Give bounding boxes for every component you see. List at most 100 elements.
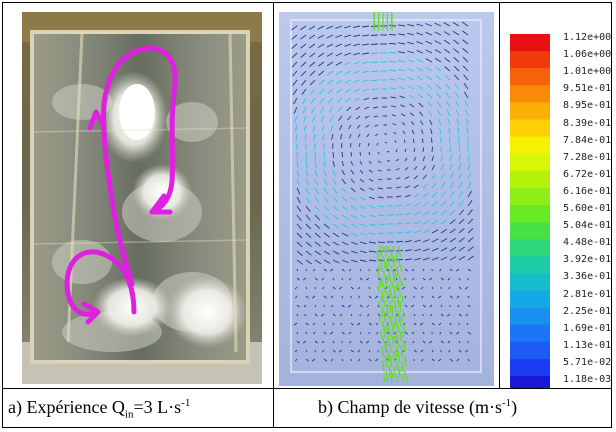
velocity-vector [294,286,298,290]
velocity-vector [466,127,469,135]
velocity-vector [467,181,472,189]
velocity-vector [416,84,424,90]
velocity-vector [401,295,405,303]
velocity-vector [395,277,398,281]
caption-a: a) Expérience Qin=3 L·s-1 [8,397,191,421]
velocity-vector [350,142,352,148]
velocity-vector [467,172,471,180]
velocity-vector [326,34,334,39]
velocity-vector [438,358,442,362]
velocity-vector [379,280,382,288]
velocity-vector [434,57,442,63]
velocity-vector [448,286,451,290]
velocity-vector [400,315,403,323]
velocity-vector [305,358,309,362]
velocity-vector [398,77,406,81]
velocity-vector [389,330,393,338]
velocity-vector [458,172,463,180]
velocity-vector [440,219,447,225]
velocity-vector [349,340,352,344]
velocity-vector [464,286,469,290]
velocity-vector [314,304,317,308]
velocity-vector [422,277,426,281]
velocity-vector [377,265,381,273]
legend-swatch [510,119,550,138]
velocity-vector [296,187,301,195]
velocity-vector [449,145,451,153]
velocity-vector [368,286,371,290]
velocity-vector [341,358,344,362]
velocity-vector [388,260,391,268]
velocity-vector [395,240,404,243]
velocity-vector [452,30,460,36]
velocity-vector [467,227,474,234]
velocity-vector [398,260,401,268]
velocity-vector [389,305,392,313]
velocity-vector [296,169,300,177]
velocity-vector [446,313,451,317]
velocity-vector [323,358,327,362]
velocity-vector [422,229,430,234]
velocity-vector [440,164,444,171]
velocity-vector [356,124,361,129]
velocity-vector [431,201,438,207]
legend-label: 5.04e-01 [563,220,612,232]
velocity-vector [398,24,406,27]
velocity-vector [390,370,394,378]
velocity-vector [426,84,433,90]
velocity-vector [318,61,325,67]
velocity-vector [403,139,406,144]
velocity-vector [404,304,408,308]
velocity-vector [399,335,403,343]
experiment-photo [22,12,262,384]
velocity-vector [467,190,472,198]
velocity-vector [362,70,370,73]
velocity-vector [350,313,353,317]
velocity-vector [385,286,388,290]
velocity-vector [467,154,470,162]
velocity-vector [368,358,372,362]
table-divider-1 [273,2,274,428]
velocity-vector [439,127,442,135]
velocity-vector [350,196,357,201]
velocity-vector [296,223,302,230]
velocity-vector [349,277,352,281]
velocity-vector [413,257,421,261]
velocity-vector [407,85,415,90]
velocity-vector [395,204,403,207]
velocity-vector [294,295,298,299]
velocity-vector [313,331,316,335]
velocity-vector [377,232,386,235]
velocity-vector [440,146,442,153]
velocity-vector [390,26,394,32]
velocity-vector [389,87,397,90]
velocity-vector [319,97,325,104]
velocity-vector [372,14,376,20]
velocity-vector [377,285,380,293]
velocity-vector [458,209,465,216]
velocity-vector [368,250,376,253]
velocity-vector [292,88,298,96]
velocity-vector [323,250,331,255]
velocity-vector [338,115,343,122]
velocity-vector [467,295,470,299]
velocity-vector [396,335,399,343]
velocity-vector [353,43,361,47]
velocity-vector [385,260,388,268]
velocity-vector [467,209,473,216]
velocity-vector [330,295,334,299]
velocity-vector [389,345,393,353]
velocity-vector [317,34,325,39]
velocity-vector [357,133,361,138]
legend-swatch [510,68,550,86]
velocity-vector [425,40,433,45]
velocity-vector [377,304,380,308]
legend-swatch [510,51,550,69]
velocity-vector [368,196,375,200]
velocity-vector [384,325,388,333]
velocity-vector [350,178,355,184]
velocity-vector [458,340,461,344]
velocity-vector [314,232,321,238]
velocity-vector [410,121,415,126]
velocity-vector [296,250,303,256]
